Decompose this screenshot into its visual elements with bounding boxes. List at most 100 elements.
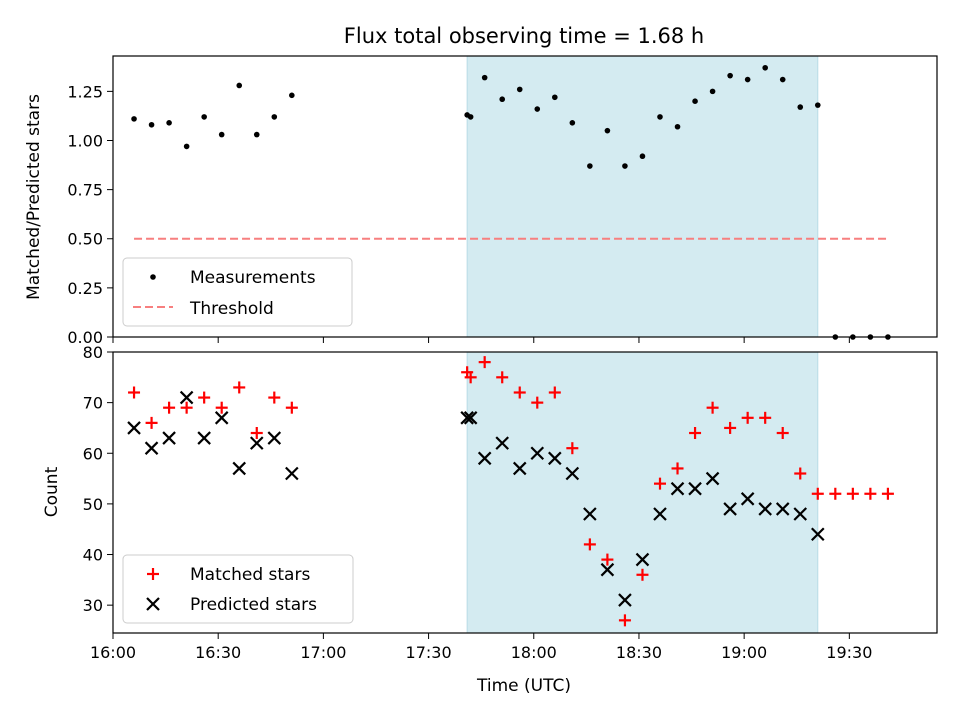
count-marks	[127, 356, 894, 627]
predicted-stars-point	[232, 461, 247, 476]
x-tick-label: 17:00	[300, 643, 346, 662]
matched-stars-point	[250, 427, 263, 440]
legend-predicted-stars-marker	[146, 597, 160, 611]
predicted-stars-point	[144, 441, 159, 455]
predicted-stars-point	[705, 471, 720, 486]
predicted-stars-point	[811, 527, 825, 542]
time-x-ticks: 16:00 16:30 17:00 17:30 18:00 18:30 19:00 19:30	[90, 633, 872, 662]
observing-window-shade-lower	[466, 351, 819, 634]
measurement-point	[569, 120, 576, 126]
x-tick-label: 19:00	[721, 643, 767, 662]
matched-stars-point	[776, 427, 789, 440]
measurement-point	[201, 114, 207, 120]
predicted-stars-point	[653, 507, 667, 521]
y-tick-label: 30	[83, 596, 103, 615]
ratio-y-ticks: 0.00 0.25 0.50 0.75 1.00 1.25	[67, 82, 113, 347]
matched-stars-point	[881, 487, 894, 500]
measurement-point	[183, 143, 190, 150]
matched-stars-point	[601, 553, 614, 566]
predicted-stars-point	[285, 466, 299, 481]
y-tick-label: 60	[83, 444, 103, 463]
predicted-stars-point	[635, 552, 650, 567]
measurement-point	[534, 106, 541, 112]
ratio-y-axis-label: Matched/Predicted stars	[24, 94, 44, 300]
x-tick-label: 18:00	[511, 643, 557, 662]
measurement-point	[516, 86, 523, 93]
measurement-point	[814, 102, 821, 108]
measurement-point	[166, 120, 172, 126]
y-tick-label: 0.00	[67, 328, 103, 347]
predicted-stars-point	[530, 446, 545, 461]
y-tick-label: 0.75	[67, 181, 103, 200]
ratio-marks	[131, 64, 891, 340]
matched-stars-point	[163, 401, 176, 414]
matched-stars-point	[198, 391, 211, 404]
measurement-point	[481, 74, 488, 81]
matched-stars-point	[653, 477, 666, 490]
predicted-stars-point	[670, 481, 685, 496]
y-tick-label: 40	[83, 546, 103, 565]
count-y-axis-label: Count	[42, 466, 62, 517]
measurement-point	[587, 163, 593, 169]
measurement-point	[657, 114, 663, 120]
matched-stars-point	[706, 401, 719, 414]
y-tick-label: 1.25	[67, 82, 103, 101]
matched-stars-point	[513, 386, 526, 399]
ratio-x-ticks	[112, 337, 850, 343]
measurement-point	[467, 114, 474, 120]
predicted-stars-point	[477, 451, 492, 466]
measurement-point	[131, 116, 137, 122]
predicted-stars-point	[127, 421, 141, 435]
matched-stars-point	[531, 396, 544, 409]
predicted-stars-point	[583, 507, 597, 521]
legend-measurements-label: Measurements	[190, 268, 316, 288]
matched-stars-point	[268, 391, 281, 404]
matched-stars-point	[285, 401, 298, 414]
predicted-stars-point	[249, 436, 264, 450]
matched-stars-point	[215, 401, 228, 414]
measurement-point	[236, 82, 243, 89]
y-tick-label: 1.00	[67, 131, 103, 150]
ratio-plot-frame	[112, 55, 938, 338]
predicted-stars-point	[793, 507, 808, 521]
matched-stars-point	[724, 421, 737, 434]
predicted-stars-point	[775, 502, 790, 516]
time-x-axis-label: Time (UTC)	[476, 676, 571, 696]
x-tick-label: 16:30	[195, 643, 241, 662]
matched-stars-point	[583, 538, 596, 551]
chart-title: Flux total observing time = 1.68 h	[344, 24, 704, 48]
y-tick-label: 0.25	[67, 279, 103, 298]
x-tick-label: 19:30	[826, 643, 872, 662]
legend-threshold-label: Threshold	[189, 299, 274, 319]
measurement-point	[604, 127, 611, 134]
predicted-stars-point	[179, 390, 194, 405]
matched-stars-point	[636, 568, 649, 581]
predicted-stars-point	[267, 431, 282, 445]
x-tick-label: 17:30	[406, 643, 452, 662]
matched-stars-point	[846, 487, 859, 500]
y-tick-label: 70	[83, 394, 103, 413]
predicted-stars-point	[495, 436, 509, 450]
matched-stars-point	[671, 462, 684, 475]
measurement-point	[692, 98, 698, 104]
measurement-point	[797, 104, 804, 110]
matched-stars-point	[496, 371, 509, 384]
observing-window-shade	[466, 55, 819, 338]
predicted-stars-point	[197, 431, 211, 445]
legend-predicted-stars-label: Predicted stars	[190, 595, 317, 615]
measurement-point	[639, 153, 646, 160]
predicted-stars-point	[463, 411, 478, 425]
count-plot-frame	[112, 351, 938, 634]
matched-stars-point	[128, 386, 141, 399]
ratio-legend: Measurements Threshold	[122, 257, 353, 327]
matched-stars-point	[864, 487, 877, 500]
matched-stars-point	[829, 487, 842, 500]
measurement-point	[253, 131, 260, 138]
predicted-stars-point	[618, 593, 632, 607]
measurement-point	[289, 92, 295, 99]
matched-stars-point	[233, 381, 246, 394]
matched-stars-point	[566, 442, 579, 455]
matched-stars-point	[548, 386, 561, 399]
legend-measurements-marker	[150, 274, 156, 280]
